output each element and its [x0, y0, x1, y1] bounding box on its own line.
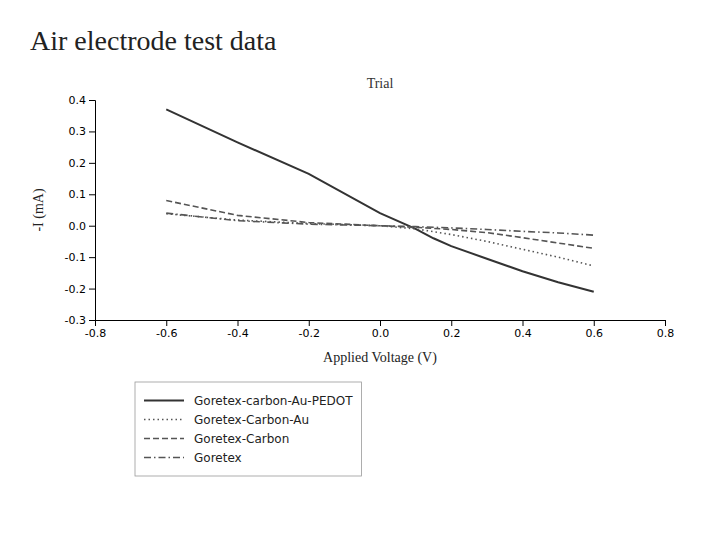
- tick-mark: [451, 320, 452, 326]
- tick-mark: [238, 320, 239, 326]
- tick-label: 0.0: [372, 327, 390, 340]
- tick: -0.2: [299, 320, 320, 340]
- legend-label: Goretex-Carbon-Au: [194, 413, 309, 427]
- line: [166, 109, 594, 291]
- tick: 0.4: [514, 320, 532, 340]
- tick: -0.4: [227, 320, 248, 340]
- axis-line: [89, 101, 96, 321]
- legend-label: Goretex: [194, 451, 242, 465]
- legend-swatch: [144, 419, 184, 421]
- tick: 0.2: [69, 157, 96, 170]
- tick-label: -0.1: [65, 251, 86, 264]
- tick-label: 0.4: [514, 327, 532, 340]
- tick-mark: [665, 320, 666, 326]
- tick-label: -0.6: [156, 327, 177, 340]
- tick: 0.3: [69, 125, 96, 138]
- tick-label: -0.2: [299, 327, 320, 340]
- tick-mark: [89, 320, 95, 321]
- tick-mark: [594, 320, 595, 326]
- tick-mark: [89, 163, 95, 164]
- legend: Goretex-carbon-Au-PEDOT Goretex-Carbon-Au…: [135, 382, 362, 476]
- tick-label: -0.8: [85, 327, 106, 340]
- tick-mark: [166, 320, 167, 326]
- tick-label: -0.3: [65, 314, 86, 327]
- tick: 0.2: [443, 320, 461, 340]
- legend-swatch: [144, 400, 184, 402]
- tick: 0.1: [69, 188, 96, 201]
- tick-mark: [89, 131, 95, 132]
- tick-label: 0.4: [69, 94, 87, 107]
- tick: 0.6: [586, 320, 604, 340]
- tick-label: 0.3: [69, 125, 87, 138]
- tick: -0.3: [65, 314, 95, 327]
- tick-mark: [89, 100, 95, 101]
- tick-label: -0.4: [227, 327, 248, 340]
- tick-mark: [89, 194, 95, 195]
- title: Air electrode test data: [30, 25, 277, 56]
- tick-mark: [89, 257, 95, 258]
- tick: 0.0: [372, 320, 390, 340]
- tick: 0.8: [657, 320, 675, 340]
- tick: -0.2: [65, 283, 95, 296]
- tick: -0.1: [65, 251, 95, 264]
- y-axis: -0.3 -0.2 -0.1 0.0 0.1 0.2 0.3 0.4: [65, 94, 96, 327]
- plot-area: [166, 109, 594, 291]
- x-axis-title: Applied Voltage (V): [323, 350, 437, 366]
- tick-mark: [309, 320, 310, 326]
- tick: 0.4: [69, 94, 96, 107]
- y-axis-title: -I (mA): [31, 188, 47, 231]
- legend-swatch: [144, 438, 184, 440]
- tick-label: 0.6: [586, 327, 604, 340]
- legend-label: Goretex-carbon-Au-PEDOT: [194, 394, 353, 408]
- chart: Air electrode test data Trial -0.8 -0.6 -0.4…: [0, 0, 720, 540]
- legend-swatch: [144, 457, 184, 459]
- tick-label: 0.2: [443, 327, 461, 340]
- subtitle: Trial: [367, 76, 394, 91]
- line: [166, 201, 594, 249]
- tick: -0.8: [85, 320, 106, 340]
- tick-mark: [380, 320, 381, 326]
- tick-label: 0.0: [69, 220, 87, 233]
- line: [166, 214, 594, 266]
- axis-line: [96, 321, 666, 327]
- tick-mark: [89, 289, 95, 290]
- tick: -0.6: [156, 320, 177, 340]
- tick: 0.0: [69, 220, 96, 233]
- tick-label: 0.8: [657, 327, 675, 340]
- tick-label: -0.2: [65, 283, 86, 296]
- legend-frame: [135, 382, 362, 476]
- line: [166, 213, 594, 235]
- tick-mark: [89, 226, 95, 227]
- tick-label: 0.2: [69, 157, 87, 170]
- tick-label: 0.1: [69, 188, 87, 201]
- legend-label: Goretex-Carbon: [194, 432, 289, 446]
- x-axis: -0.8 -0.6 -0.4 -0.2 0.0 0.2 0.4 0.6 0.8: [85, 320, 674, 340]
- tick-mark: [523, 320, 524, 326]
